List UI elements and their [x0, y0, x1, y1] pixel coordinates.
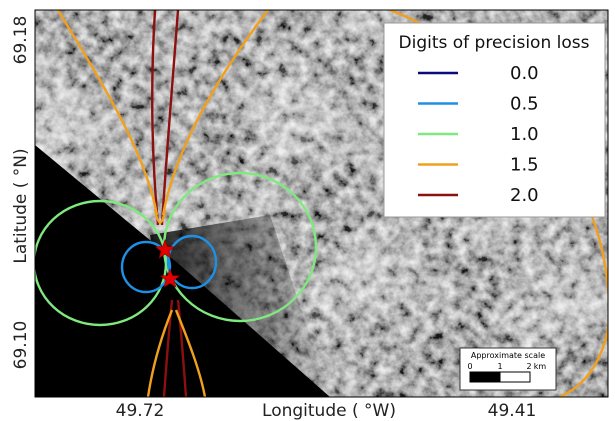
scale-bar-title: Approximate scale	[471, 351, 545, 360]
scale-bar-tick-2: 2	[526, 362, 531, 371]
legend-label-2-0: 2.0	[510, 185, 539, 206]
contour-lines	[35, 10, 608, 397]
x-tick-label: 49.41	[488, 401, 537, 421]
scale-bar-black	[469, 371, 501, 383]
y-tick-label: 69.10	[11, 321, 31, 370]
dark-gradient	[150, 215, 330, 397]
contour-2-0-upper-right	[160, 10, 180, 226]
contour-1-5-right	[161, 10, 269, 216]
legend-box	[383, 22, 606, 218]
plot-frame	[34, 9, 609, 398]
y-axis-label: Latitude ( °N)	[11, 148, 31, 263]
contour-2-0-lower-right	[176, 299, 188, 397]
station-markers	[154, 239, 181, 288]
contour-0-5-left	[120, 240, 172, 294]
legend-label-1-5: 1.5	[510, 155, 539, 176]
contour-1-5-left	[56, 10, 159, 216]
legend: Digits of precision loss 0.0 0.5 1.0 1.5 2.0	[383, 22, 606, 218]
scale-bar-box	[459, 347, 557, 391]
scale-bar: Approximate scale 0 1 2 km	[459, 347, 557, 391]
axes: 49.72 49.41 Longitude ( °W) 69.18 69.10 …	[11, 16, 536, 421]
y-tick-label: 69.18	[11, 16, 31, 65]
contour-0-5-right	[166, 234, 218, 290]
scale-bar-tick-1: 1	[497, 362, 502, 371]
scale-bar-unit: km	[534, 362, 547, 371]
legend-label-1-0: 1.0	[510, 124, 539, 145]
contour-2-0-upper-left	[150, 10, 160, 226]
station-star-2	[159, 268, 181, 288]
station-star-1	[154, 239, 176, 259]
scale-bar-tick-0: 0	[467, 362, 472, 371]
contour-1-5-mid	[153, 209, 167, 224]
contour-1-5-lower-left	[146, 309, 174, 397]
legend-title: Digits of precision loss	[399, 33, 590, 53]
x-tick-label: 49.72	[116, 401, 165, 421]
scale-bar-white	[499, 371, 531, 383]
legend-label-0-5: 0.5	[510, 94, 539, 115]
contour-1-5-lower-right	[174, 309, 207, 397]
legend-label-0-0: 0.0	[510, 63, 539, 84]
x-axis-label: Longitude ( °W)	[262, 401, 396, 421]
